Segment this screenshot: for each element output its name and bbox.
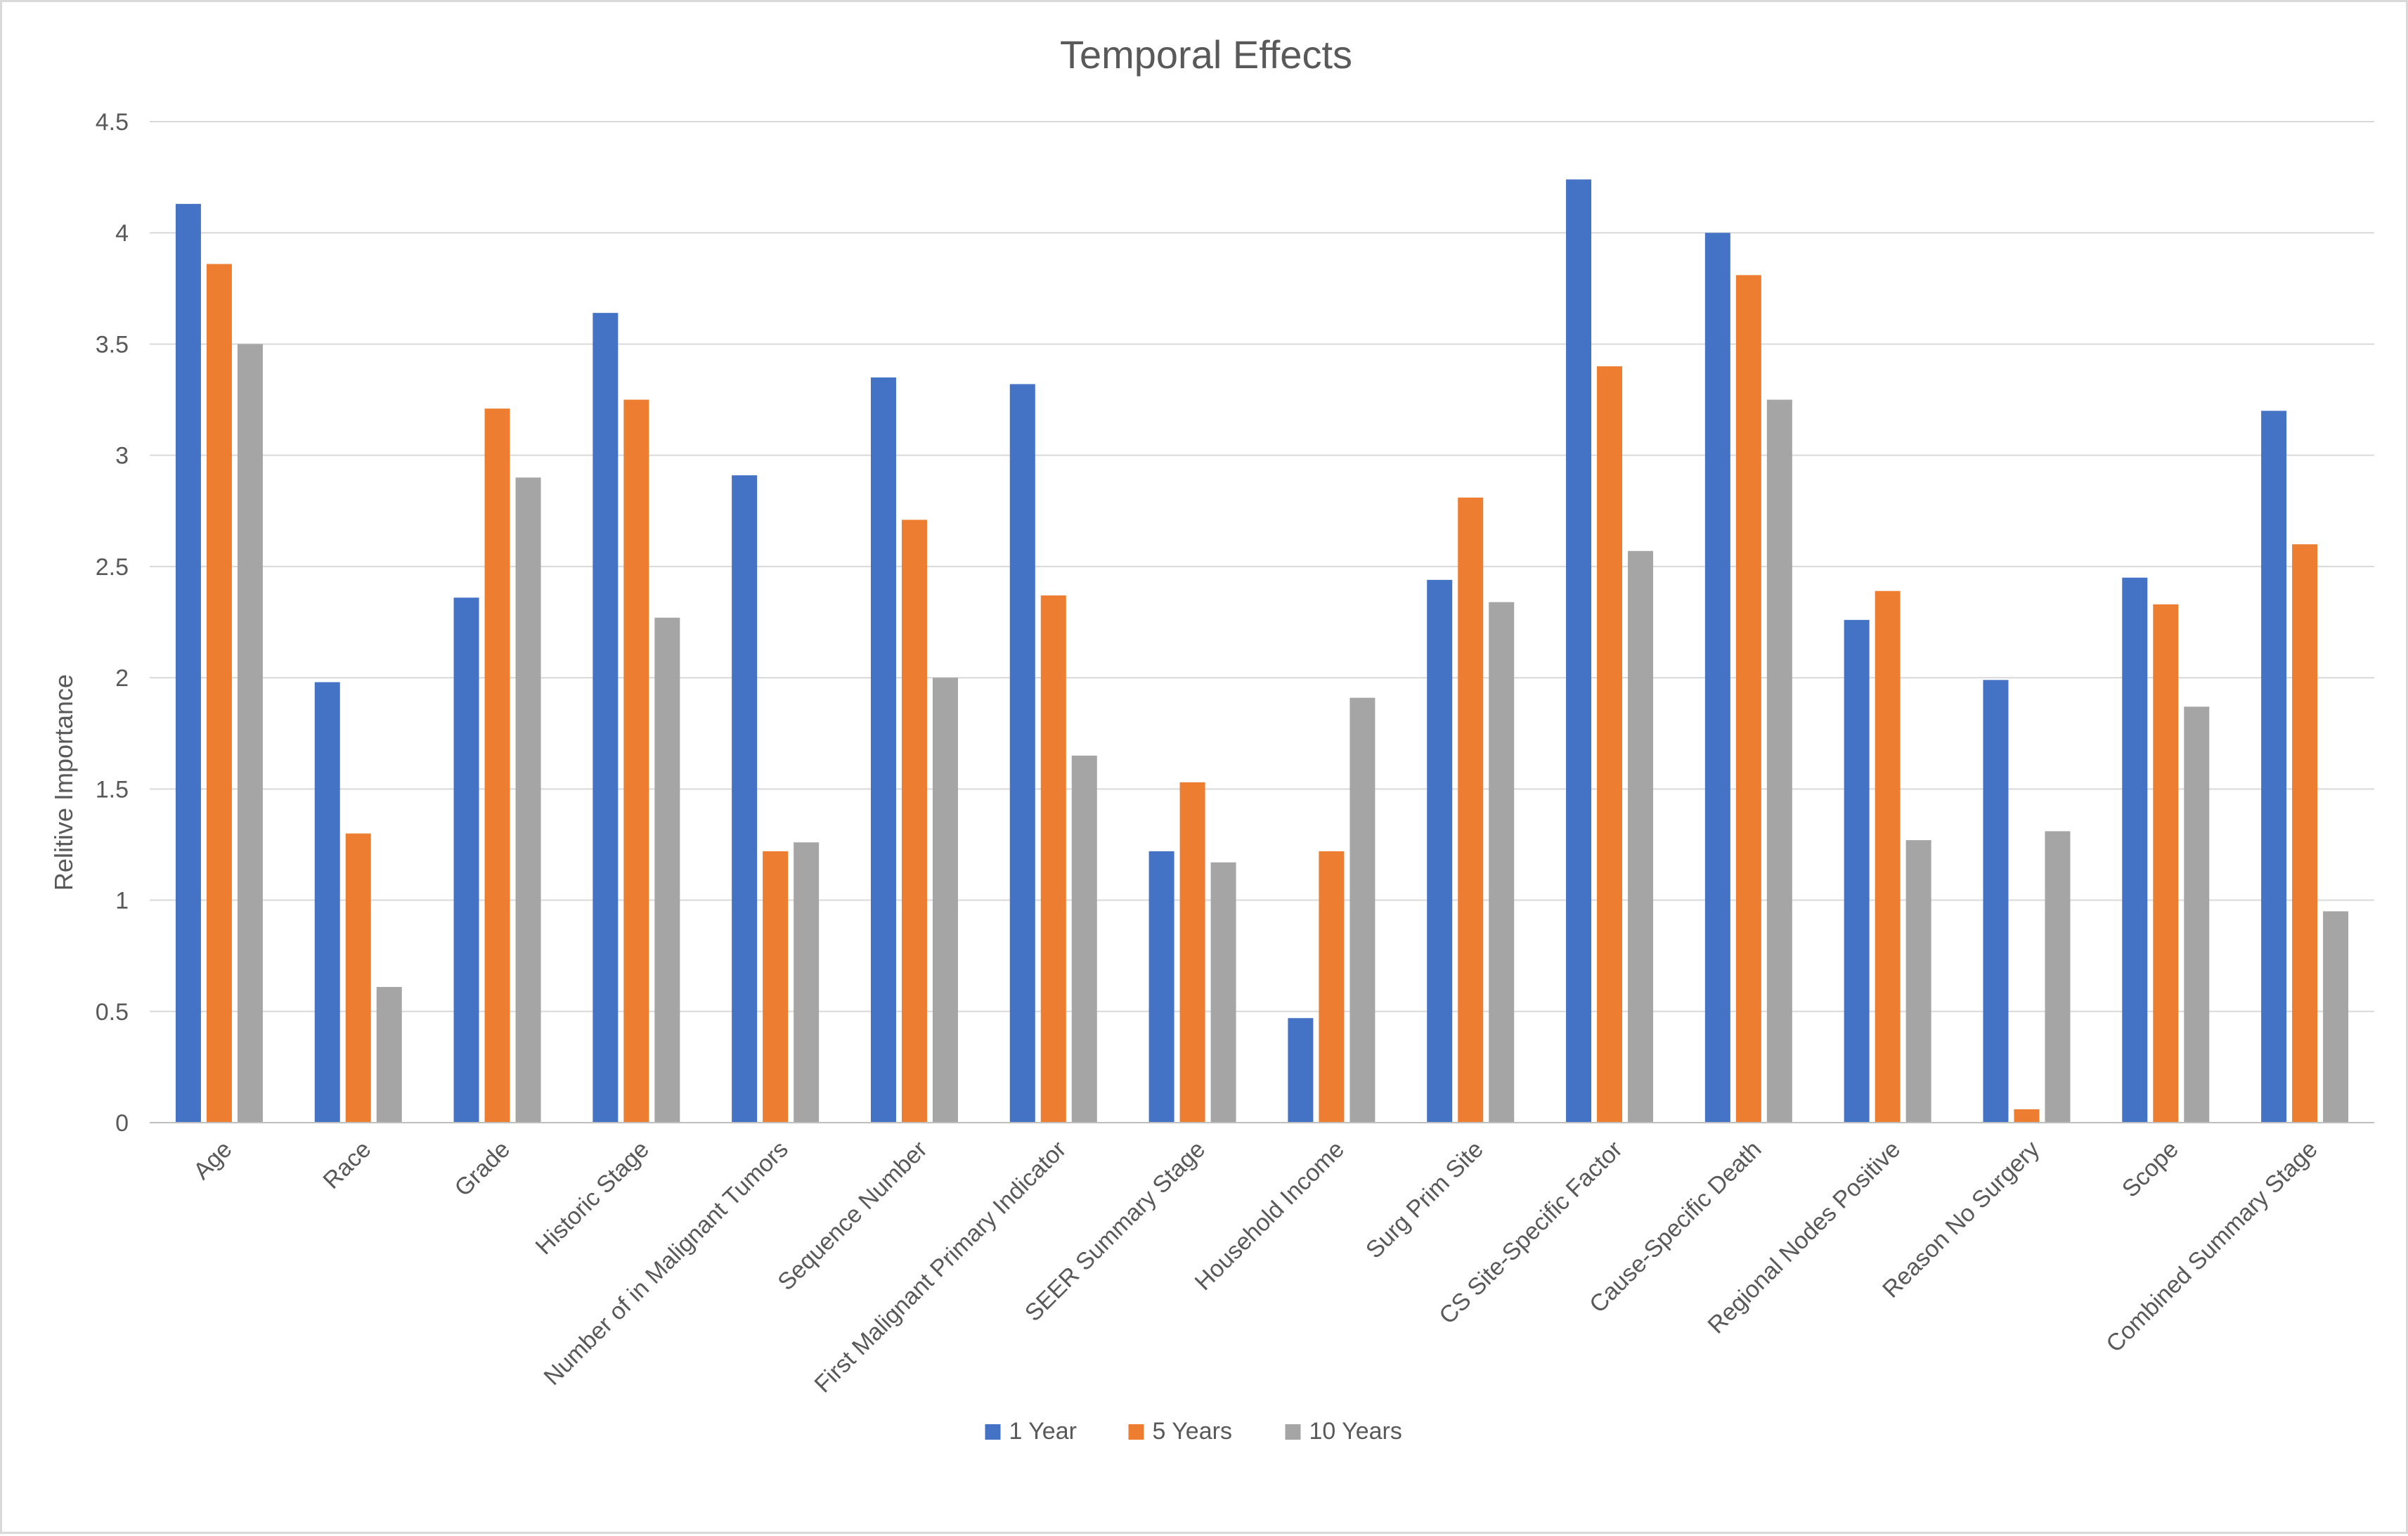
bar-1-year — [1983, 680, 2009, 1123]
x-category-label: Surg Prim Site — [1361, 1136, 1489, 1264]
bar-5-years — [206, 264, 232, 1123]
x-category-label: Sequence Number — [772, 1136, 932, 1296]
y-tick-label: 4.5 — [96, 109, 129, 136]
bar-5-years — [2014, 1109, 2040, 1123]
bar-10-years — [1628, 550, 1654, 1123]
legend-swatch — [1285, 1424, 1301, 1440]
x-category-label: Age — [188, 1136, 238, 1185]
bar-5-years — [1179, 782, 1205, 1123]
bar-1-year — [1566, 179, 1592, 1123]
y-tick-label: 4 — [115, 220, 129, 247]
y-tick-label: 0 — [115, 1110, 129, 1137]
y-tick-label: 2 — [115, 665, 129, 692]
bar-10-years — [1905, 840, 1931, 1123]
legend-label: 10 Years — [1309, 1418, 1402, 1445]
bar-5-years — [345, 833, 371, 1123]
bar-10-years — [654, 617, 680, 1123]
y-axis-ticks: 0 0.5 1 1.5 2 2.5 3 3.5 4 4.5 — [96, 109, 129, 1137]
y-tick-label: 3 — [115, 443, 129, 470]
bar-5-years — [2292, 544, 2318, 1123]
bar-10-years — [1489, 602, 1515, 1123]
bar-1-year — [1009, 384, 1035, 1123]
bar-10-years — [237, 344, 263, 1123]
bar-1-year — [593, 313, 619, 1123]
bar-5-years — [1875, 590, 1901, 1123]
bar-10-years — [1766, 399, 1792, 1123]
bar-1-year — [1704, 233, 1730, 1123]
bar-10-years — [2184, 706, 2210, 1123]
bar-5-years — [901, 519, 927, 1123]
bar-10-years — [1071, 755, 1097, 1123]
bar-5-years — [623, 399, 649, 1123]
y-tick-label: 1 — [115, 888, 129, 915]
bar-10-years — [2323, 911, 2349, 1123]
bar-5-years — [1735, 275, 1761, 1123]
bar-1-year — [1148, 851, 1174, 1123]
bar-10-years — [376, 986, 402, 1123]
bar-1-year — [175, 204, 201, 1123]
bar-1-year — [453, 598, 479, 1123]
bar-10-years — [2045, 831, 2071, 1123]
x-category-label: Scope — [2117, 1136, 2184, 1203]
bar-10-years — [932, 678, 958, 1123]
legend-swatch — [985, 1424, 1001, 1440]
x-category-label: Race — [318, 1136, 376, 1194]
bar-1-year — [2261, 411, 2287, 1123]
bar-5-years — [1319, 851, 1345, 1123]
bar-1-year — [1844, 619, 1870, 1123]
bar-10-years — [1210, 862, 1236, 1123]
bar-10-years — [515, 477, 541, 1123]
bar-5-years — [2153, 604, 2179, 1123]
y-tick-label: 3.5 — [96, 331, 129, 358]
legend: 1 Year 5 Years 10 Years — [985, 1418, 1402, 1445]
bar-1-year — [314, 682, 340, 1123]
x-category-label: Historic Stage — [530, 1136, 654, 1260]
bar-1-year — [732, 475, 758, 1123]
bar-5-years — [1597, 366, 1623, 1123]
bar-1-year — [1427, 579, 1453, 1123]
bar-1-year — [1288, 1018, 1314, 1123]
x-category-label: First Malignant Primary Indicator — [810, 1136, 1072, 1398]
bar-5-years — [763, 851, 789, 1123]
bar-5-years — [484, 408, 510, 1123]
y-axis-title: Relitive Importance — [49, 674, 78, 891]
x-category-label: Number of in Malignant Tumors — [539, 1136, 794, 1390]
bar-1-year — [870, 377, 896, 1123]
legend-swatch — [1128, 1424, 1144, 1440]
legend-label: 1 Year — [1009, 1418, 1077, 1445]
bar-5-years — [1040, 595, 1066, 1123]
y-tick-label: 0.5 — [96, 999, 129, 1026]
y-tick-label: 1.5 — [96, 776, 129, 803]
bar-10-years — [1349, 697, 1375, 1123]
bars — [175, 179, 2349, 1123]
x-category-label: Reason No Surgery — [1877, 1136, 2045, 1303]
chart-title: Temporal Effects — [1060, 32, 1352, 77]
bar-10-years — [794, 842, 820, 1123]
gridlines — [150, 121, 2374, 1012]
bar-5-years — [1458, 497, 1484, 1123]
x-category-label: Household Income — [1190, 1136, 1349, 1296]
x-category-label: Grade — [449, 1136, 515, 1202]
bar-1-year — [2122, 577, 2148, 1123]
legend-label: 5 Years — [1153, 1418, 1232, 1445]
y-tick-label: 2.5 — [96, 554, 129, 581]
